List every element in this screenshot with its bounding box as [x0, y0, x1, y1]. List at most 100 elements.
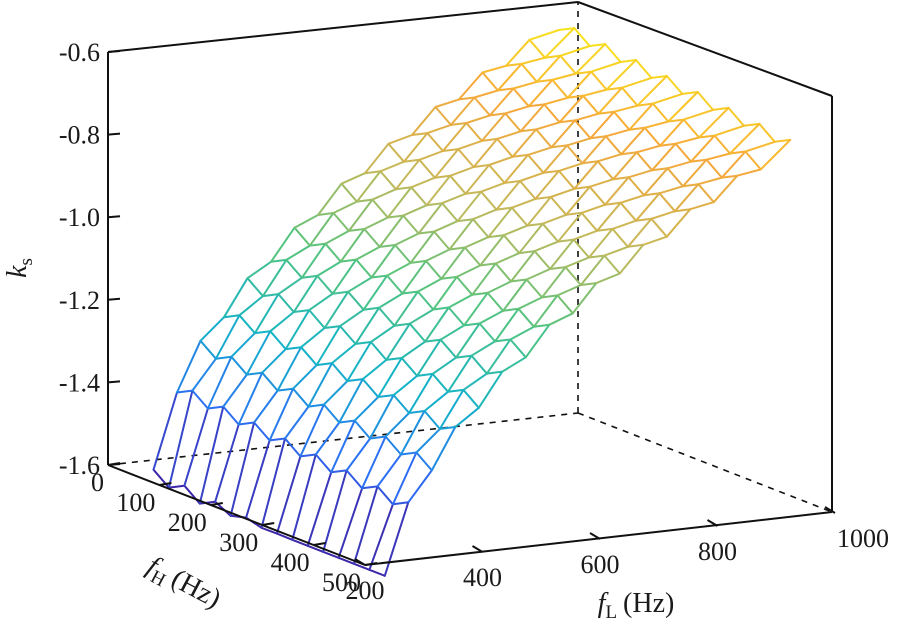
mesh-segment: [260, 437, 286, 529]
mesh-segment: [566, 94, 585, 99]
mesh-segment: [543, 103, 561, 124]
mesh-segment: [423, 410, 441, 430]
mesh-segment: [487, 234, 505, 239]
mesh-segment: [300, 346, 318, 367]
mesh-segment: [543, 96, 569, 106]
fL-tick-label: 800: [698, 537, 737, 566]
mesh-segment: [394, 244, 412, 264]
fH-tick: [159, 482, 172, 486]
mesh-segment: [408, 308, 435, 325]
mesh-segment: [659, 118, 685, 147]
mesh-segment: [635, 59, 653, 79]
mesh-segment: [580, 211, 599, 232]
mesh-segment: [534, 169, 560, 200]
mesh-segment: [651, 92, 684, 105]
mesh-segment: [551, 78, 569, 99]
mesh-segment: [551, 72, 577, 81]
mesh-segment: [354, 306, 380, 345]
mesh-segment: [759, 138, 792, 171]
mesh-segment: [564, 256, 590, 269]
mesh-segment: [229, 421, 256, 517]
mesh-segment: [386, 261, 412, 277]
mesh-segment: [418, 158, 436, 179]
mesh-segment: [214, 355, 233, 360]
fH-tick-label: 400: [271, 548, 310, 577]
mesh-segment: [488, 164, 506, 184]
mesh-segment: [308, 212, 335, 247]
mesh-segment: [392, 394, 411, 414]
mesh-segment: [720, 150, 747, 179]
mesh-segment: [339, 228, 366, 263]
mesh-segment: [222, 405, 240, 426]
mesh-segment: [315, 362, 333, 367]
mesh-segment: [635, 192, 661, 222]
mesh-segment: [636, 102, 654, 107]
mesh-segment: [651, 102, 670, 123]
mesh-segment: [558, 94, 585, 124]
mesh-segment: [238, 314, 256, 335]
mesh-segment: [331, 290, 350, 295]
mesh-segment: [433, 230, 451, 251]
mesh-segment: [673, 183, 700, 213]
mesh-segment: [597, 110, 615, 115]
mesh-segment: [457, 139, 483, 151]
mesh-segment: [729, 122, 761, 155]
mesh-segment: [317, 182, 343, 216]
mesh-segment: [682, 158, 708, 188]
mesh-segment: [541, 213, 568, 225]
mesh-segment: [402, 204, 428, 217]
mesh-segment: [330, 469, 348, 474]
mesh-segment: [549, 266, 567, 270]
box-edge: [577, 1, 833, 97]
mesh-segment: [206, 405, 225, 410]
mesh-segment: [532, 294, 559, 328]
mesh-segment: [620, 126, 646, 156]
mesh-segment: [643, 192, 661, 197]
mesh-segment: [269, 330, 287, 351]
mesh-segment: [332, 200, 358, 214]
mesh-segment: [434, 106, 452, 126]
fL-tick: [824, 506, 836, 514]
mesh-segment: [167, 389, 194, 489]
mesh-segment: [485, 370, 504, 375]
hidden-edge: [577, 412, 833, 513]
mesh-segment: [347, 228, 366, 232]
mesh-segment: [544, 54, 562, 59]
mesh-segment: [378, 306, 396, 327]
mesh-segment: [478, 322, 496, 343]
mesh-segment: [535, 78, 554, 83]
mesh-segment: [736, 168, 762, 177]
mesh-segment: [621, 76, 653, 89]
mesh-segment: [340, 172, 366, 185]
mesh-segment: [604, 43, 622, 63]
z-tick-label: -1.6: [59, 451, 100, 480]
mesh-segment: [596, 153, 623, 163]
mesh-segment: [416, 338, 442, 377]
mesh-segment: [330, 419, 356, 474]
mesh-segment: [441, 148, 460, 152]
mesh-segment: [347, 198, 374, 232]
mesh-segment: [400, 357, 419, 377]
mesh-segment: [385, 357, 403, 361]
mesh-segment: [502, 234, 521, 255]
mesh-segment: [472, 218, 490, 239]
mesh-segment: [337, 487, 364, 559]
fL-tick: [471, 545, 484, 553]
mesh-segment: [480, 190, 498, 211]
mesh-segment: [588, 178, 615, 188]
mesh-segment: [291, 453, 317, 541]
mesh-segment: [518, 222, 544, 255]
mesh-segment: [682, 108, 715, 121]
mesh-segment: [636, 75, 668, 107]
mesh-segment: [527, 103, 546, 108]
mesh-segment: [199, 339, 217, 360]
mesh-segment: [238, 295, 264, 317]
mesh-segment: [455, 264, 482, 278]
mesh-segment: [526, 222, 544, 227]
mesh-segment: [589, 110, 615, 140]
mesh-segment: [557, 211, 583, 243]
mesh-segment: [541, 294, 559, 299]
mesh-segment: [277, 276, 303, 296]
mesh-segment: [596, 201, 622, 232]
